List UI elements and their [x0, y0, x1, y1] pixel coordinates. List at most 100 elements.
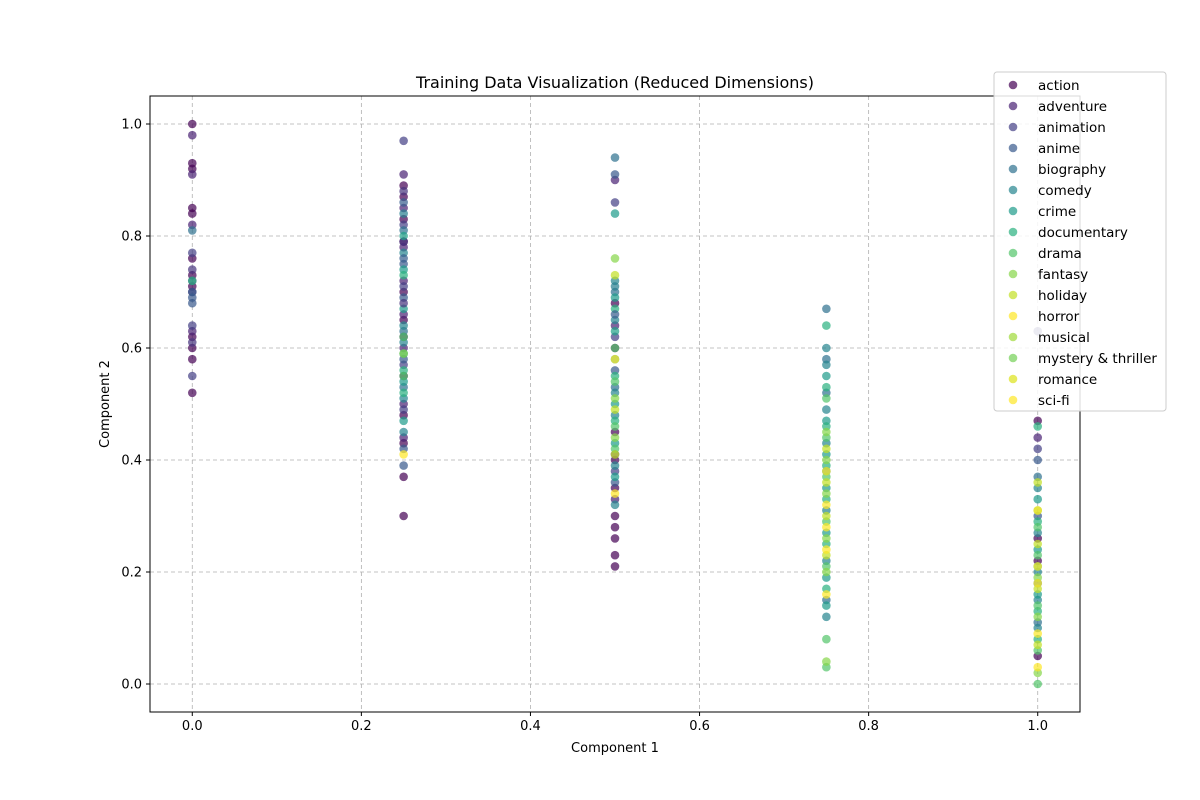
legend-marker	[1008, 395, 1018, 405]
data-point-comedy	[822, 343, 831, 353]
x-tick-label: 0.6	[689, 719, 710, 734]
legend-label: romance	[1038, 372, 1097, 388]
data-point-animation	[399, 136, 408, 146]
data-point-mystery-thriller	[399, 254, 408, 263]
data-point-fantasy	[610, 254, 620, 263]
legend-label: anime	[1038, 141, 1080, 157]
data-point-drama	[1033, 550, 1043, 560]
data-point-crime	[610, 293, 620, 302]
data-point-drama	[1033, 679, 1043, 689]
data-point-comedy	[822, 405, 831, 414]
data-point-adventure	[187, 170, 197, 179]
data-point-crime	[822, 371, 831, 381]
data-point-drama	[1033, 601, 1043, 610]
legend-marker	[1008, 101, 1018, 111]
legend-label: comedy	[1038, 183, 1092, 199]
x-axis-label: Component 1	[571, 741, 659, 756]
data-point-animation	[610, 198, 620, 207]
data-point-horror	[399, 450, 408, 459]
data-point-horror	[822, 545, 831, 554]
y-tick-label: 0.0	[121, 678, 142, 693]
data-point-adventure	[1033, 433, 1043, 442]
data-point-horror	[1033, 662, 1043, 672]
legend-label: horror	[1038, 309, 1080, 325]
legend-marker	[1008, 374, 1018, 384]
data-point-horror	[822, 522, 831, 532]
data-point-horror	[1033, 562, 1043, 571]
data-point-documentary	[187, 276, 197, 286]
data-point-comedy	[610, 461, 620, 470]
data-point-crime	[610, 209, 620, 218]
y-tick-label: 0.8	[121, 230, 142, 245]
data-point-mystery-thriller	[187, 287, 197, 297]
data-point-musical	[399, 298, 408, 308]
data-point-drama	[822, 634, 831, 644]
legend-marker	[1008, 332, 1018, 342]
data-point-animation	[1033, 444, 1043, 454]
data-point-holiday	[1033, 640, 1043, 650]
legend: action adventure animation anime biography co…	[993, 71, 1167, 412]
data-point-anime	[187, 298, 197, 308]
data-point-horror	[610, 354, 620, 364]
axis-ticks: 0.0 0.2 0.4 0.6 0.8 1.0 0.0 0.2 0.4 0.6 0.8 1.0	[121, 118, 1048, 735]
data-point-romance	[399, 209, 408, 218]
legend-label: action	[1038, 78, 1080, 94]
y-tick-label: 0.4	[121, 454, 142, 469]
data-point-action	[399, 472, 408, 482]
data-point-animation	[187, 321, 197, 330]
data-point-action	[187, 119, 197, 129]
data-point-comedy	[399, 427, 408, 437]
legend-label: holiday	[1038, 288, 1087, 304]
data-point-comedy	[822, 360, 831, 370]
data-point-holiday	[1033, 539, 1043, 549]
data-point-documentary	[399, 270, 408, 280]
data-point-comedy	[399, 321, 408, 330]
data-point-fantasy	[822, 489, 831, 498]
data-point-animation	[399, 282, 408, 291]
y-axis-label: Component 2	[98, 360, 113, 448]
legend-marker	[1008, 311, 1018, 321]
legend-box	[993, 71, 1167, 412]
data-point-fantasy	[399, 349, 408, 358]
data-point-fantasy	[822, 455, 831, 465]
data-point-drama	[610, 377, 620, 386]
legend-label: crime	[1038, 204, 1076, 220]
data-point-action	[187, 209, 197, 218]
x-tick-label: 0.2	[351, 719, 372, 734]
data-point-sci-fi	[610, 326, 620, 336]
data-point-holiday	[822, 511, 831, 521]
data-point-anime	[1033, 455, 1043, 465]
data-point-romance	[610, 282, 620, 291]
data-point-adventure	[399, 170, 408, 179]
data-point-action	[187, 354, 197, 364]
data-point-documentary	[822, 382, 831, 392]
data-point-action	[610, 550, 620, 560]
data-point-action	[610, 522, 620, 532]
y-tick-label: 1.0	[121, 118, 142, 133]
legend-label: animation	[1038, 120, 1106, 136]
legend-marker	[1008, 143, 1018, 153]
data-point-drama	[822, 394, 831, 403]
data-point-musical	[187, 338, 197, 347]
data-point-crime	[610, 472, 620, 482]
data-point-documentary	[399, 388, 408, 398]
data-point-mystery-thriller	[610, 310, 620, 319]
legend-marker	[1008, 353, 1018, 363]
data-point-fantasy	[822, 657, 831, 666]
legend-marker	[1008, 248, 1018, 258]
data-point-holiday	[610, 405, 620, 414]
data-point-action	[399, 511, 408, 521]
data-point-documentary	[822, 321, 831, 330]
data-point-sci-fi	[399, 231, 408, 241]
data-point-action	[610, 534, 620, 543]
data-point-horror	[822, 466, 831, 476]
x-tick-label: 1.0	[1027, 719, 1048, 734]
data-point-comedy	[822, 612, 831, 622]
data-point-action	[610, 562, 620, 571]
chart-title: Training Data Visualization (Reduced Dim…	[415, 73, 814, 92]
legend-marker	[1008, 206, 1018, 216]
data-point-anime	[610, 170, 620, 179]
data-point-animation	[187, 248, 197, 258]
data-point-musical	[187, 265, 197, 274]
